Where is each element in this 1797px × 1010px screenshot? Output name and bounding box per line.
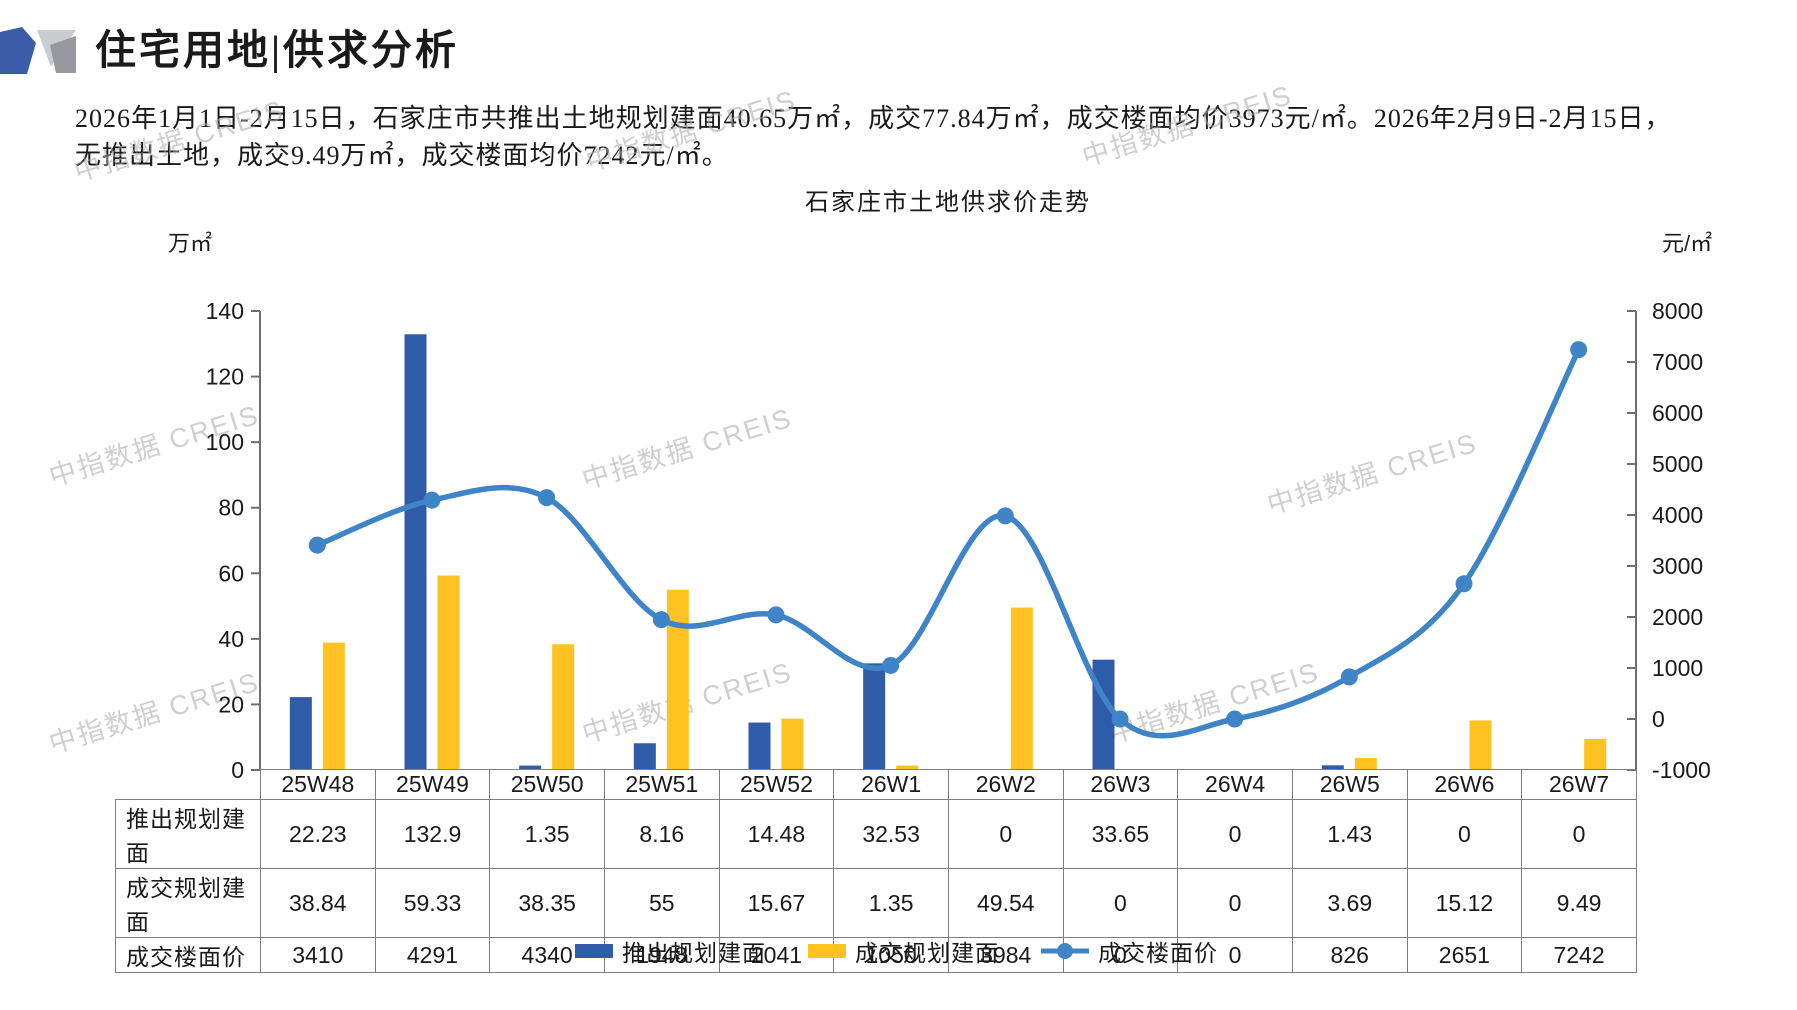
table-value-cell: 2651 [1406,937,1523,973]
bar-swatch-icon [808,944,846,958]
legend-item: 成交规划建面 [808,934,999,968]
table-value-cell: 59.33 [374,868,491,938]
chart-data-table: 25W48 25W49 25W50 25W51 25W52 26W1 26W2 26W3 26W… [115,769,1637,973]
table-value-cell: 0 [1177,868,1293,938]
table-value-cell: 1050 [833,937,949,973]
table-row-header: 成交楼面价 [115,937,261,973]
svg-text:80: 80 [218,495,244,521]
svg-text:2000: 2000 [1652,604,1703,630]
table-value-cell: 4291 [374,937,491,973]
svg-text:8000: 8000 [1652,298,1703,324]
table-value-cell: 0 [1406,799,1523,869]
table-value-cell: 22.23 [260,799,376,869]
table-value-cell: 55 [603,868,720,938]
svg-text:120: 120 [206,364,244,390]
table-value-cell: 15.67 [718,868,835,938]
x-axis-label: 26W4 [1177,769,1293,800]
chart-title: 石家庄市土地供求价走势 [805,190,1091,216]
table-value-cell: 9.49 [1521,868,1637,938]
x-axis-label: 25W49 [374,769,491,800]
page-title: 住宅用地|供求分析 [95,27,460,73]
table-value-cell: 0 [947,799,1064,869]
table-value-cell: 38.84 [260,868,376,938]
table-value-cell: 826 [1291,937,1408,973]
x-axis-label: 26W6 [1406,769,1523,800]
summary-line-1: 2026年1月1日-2月15日，石家庄市共推出土地规划建面40.65万㎡，成交7… [75,104,1672,133]
table-value-cell: 32.53 [833,799,949,869]
left-axis-unit: 万㎡ [167,231,212,256]
svg-text:0: 0 [231,757,244,783]
table-value-cell: 14.48 [718,799,835,869]
legend-label: 成交规划建面 [855,941,999,966]
x-axis-label: 26W1 [833,769,949,800]
x-axis-label: 25W51 [603,769,720,800]
table-value-cell: 1948 [603,937,720,973]
table-value-cell: 33.65 [1062,799,1179,869]
svg-text:40: 40 [218,626,244,652]
table-value-cell: 1.43 [1291,799,1408,869]
table-value-cell: 1.35 [833,868,949,938]
svg-text:100: 100 [206,429,244,455]
svg-text:5000: 5000 [1652,451,1703,477]
table-value-cell: 132.9 [374,799,491,869]
table-corner-blank [116,770,261,800]
table-row-header: 推出规划建面 [115,799,261,869]
table-value-cell: 1.35 [489,799,605,869]
legend-item: 成交楼面价 [1041,934,1218,968]
table-value-cell: 15.12 [1406,868,1523,938]
legend-label: 推出规划建面 [622,941,766,966]
x-axis-label: 26W3 [1062,769,1179,800]
x-axis-label: 25W50 [489,769,605,800]
x-axis-label: 25W52 [718,769,835,800]
x-axis-label: 26W2 [947,769,1064,800]
right-axis-unit: 元/㎡ [1662,231,1713,256]
table-value-cell: 0 [1177,799,1293,869]
svg-text:4000: 4000 [1652,502,1703,528]
table-value-cell: 0 [1177,937,1293,973]
svg-text:140: 140 [206,298,244,324]
svg-text:20: 20 [218,691,244,717]
svg-text:60: 60 [218,560,244,586]
bar-swatch-icon [575,944,613,958]
line-marker-icon [1041,943,1089,959]
chart-legend: 推出规划建面 成交规划建面 成交楼面价 [575,934,1218,968]
table-value-cell: 3410 [260,937,376,973]
svg-text:3000: 3000 [1652,553,1703,579]
table-value-cell: 7242 [1521,937,1637,973]
table-value-cell: 49.54 [947,868,1064,938]
x-axis-label: 26W7 [1521,769,1637,800]
svg-text:7000: 7000 [1652,349,1703,375]
table-value-cell: 3.69 [1291,868,1408,938]
table-value-cell: 0 [1521,799,1637,869]
summary-text: 2026年1月1日-2月15日，石家庄市共推出土地规划建面40.65万㎡，成交7… [75,100,1755,174]
svg-text:-1000: -1000 [1652,757,1711,783]
table-value-cell: 0 [1062,868,1179,938]
summary-line-2: 无推出土地，成交9.49万㎡，成交楼面均价7242元/㎡。 [75,141,729,170]
table-value-cell: 3984 [947,937,1064,973]
table-value-cell: 8.16 [603,799,720,869]
x-axis-label: 26W5 [1291,769,1408,800]
svg-text:6000: 6000 [1652,400,1703,426]
table-value-cell: 2041 [718,937,835,973]
table-value-cell: 0 [1062,937,1179,973]
svg-text:1000: 1000 [1652,655,1703,681]
legend-label: 成交楼面价 [1098,941,1218,966]
x-axis-label: 25W48 [260,769,376,800]
table-value-cell: 38.35 [489,868,605,938]
table-row-header: 成交规划建面 [115,868,261,938]
creis-logo [0,27,76,74]
svg-text:0: 0 [1652,706,1665,732]
legend-item: 推出规划建面 [575,934,766,968]
